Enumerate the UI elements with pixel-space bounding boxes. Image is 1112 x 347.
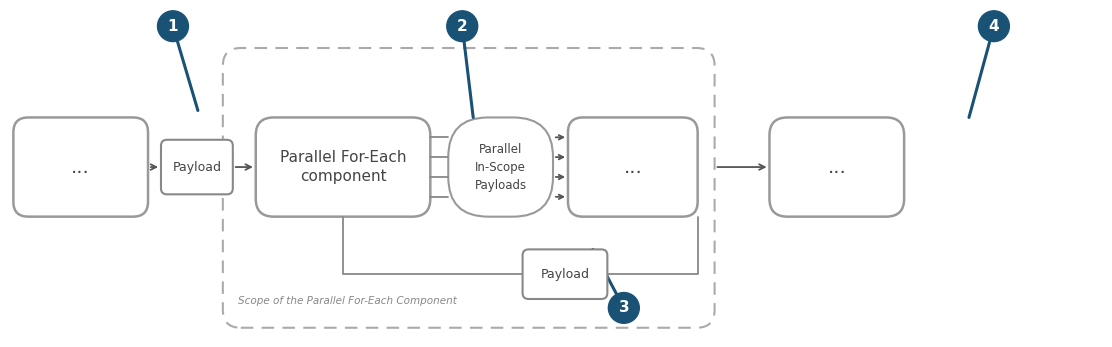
Text: ...: ...: [827, 158, 846, 177]
FancyBboxPatch shape: [13, 117, 148, 217]
Circle shape: [608, 293, 639, 323]
Text: ...: ...: [624, 158, 643, 177]
FancyBboxPatch shape: [256, 117, 430, 217]
Text: Payload: Payload: [540, 268, 589, 281]
Circle shape: [447, 11, 478, 42]
Text: 3: 3: [618, 301, 629, 315]
Text: 4: 4: [989, 19, 1000, 34]
Circle shape: [979, 11, 1010, 42]
Text: Scope of the Parallel For-Each Component: Scope of the Parallel For-Each Component: [238, 296, 457, 306]
FancyBboxPatch shape: [523, 249, 607, 299]
FancyBboxPatch shape: [161, 140, 232, 194]
FancyBboxPatch shape: [770, 117, 904, 217]
Text: ...: ...: [71, 158, 90, 177]
FancyBboxPatch shape: [568, 117, 697, 217]
Text: 1: 1: [168, 19, 178, 34]
Circle shape: [158, 11, 188, 42]
Text: Payload: Payload: [172, 161, 221, 174]
Text: Parallel
In-Scope
Payloads: Parallel In-Scope Payloads: [475, 143, 527, 192]
Text: 2: 2: [457, 19, 468, 34]
Text: Parallel For-Each
component: Parallel For-Each component: [280, 150, 406, 185]
FancyBboxPatch shape: [448, 117, 553, 217]
